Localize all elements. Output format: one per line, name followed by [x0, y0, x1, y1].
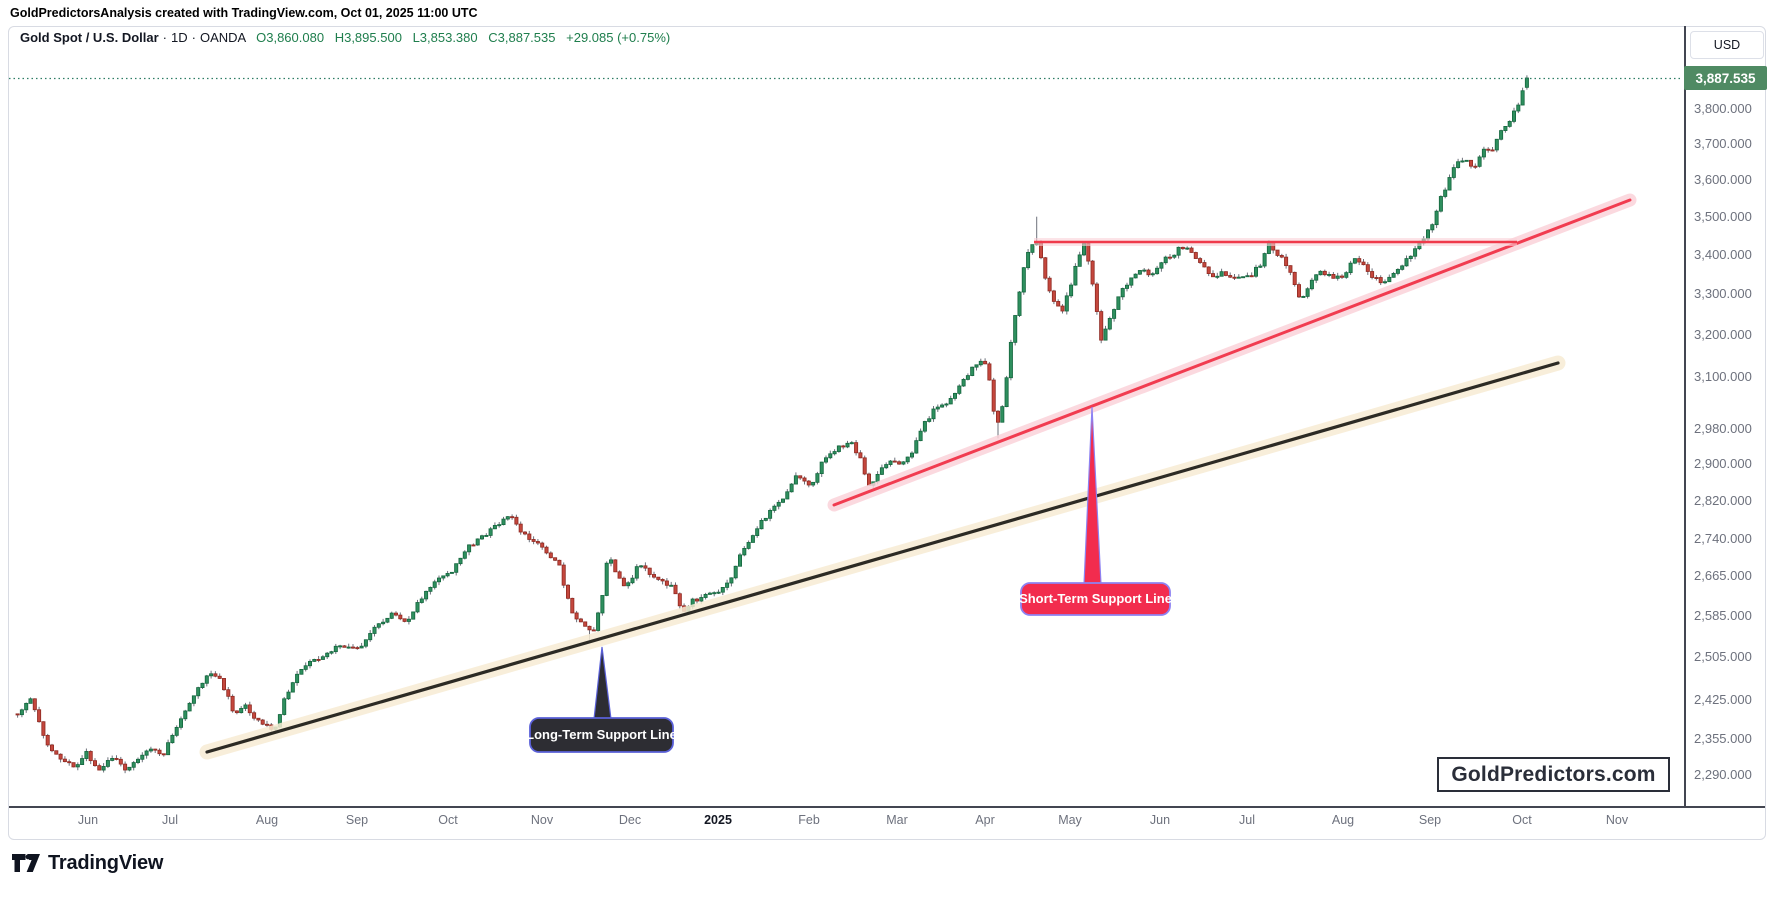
price-tick-label: 3,300.000	[1694, 286, 1752, 302]
long-term-support-callout-stem	[593, 646, 612, 720]
price-tick-label: 3,100.000	[1694, 368, 1752, 384]
time-tick-label: Dec	[618, 813, 642, 827]
price-tick-label: 2,290.000	[1694, 767, 1752, 783]
attribution-text: GoldPredictorsAnalysis created with Trad…	[10, 6, 478, 20]
price-tick-label: 3,500.000	[1694, 208, 1752, 224]
price-tick-label: 2,505.000	[1694, 649, 1752, 665]
short-term-support-callout-box	[1020, 582, 1171, 616]
time-tick-label: Mar	[886, 813, 908, 827]
long-term-support-callout-box	[529, 717, 674, 753]
time-tick-label: Jun	[77, 813, 99, 827]
ohlc-low: L3,853.380	[412, 30, 478, 45]
time-tick-label: Jul	[1239, 813, 1255, 827]
ohlc-close: C3,887.535	[488, 30, 556, 45]
price-tick-label: 3,400.000	[1694, 246, 1752, 262]
time-tick-label: Jun	[1149, 813, 1171, 827]
exchange-label: OANDA	[199, 30, 246, 45]
time-axis-separator[interactable]	[9, 806, 1765, 808]
short-term-support-callout-text: Short-Term Support Line	[1019, 591, 1172, 606]
currency-toggle-button[interactable]: USD	[1690, 31, 1764, 59]
time-tick-label: Sep	[345, 813, 369, 827]
price-tick-label: 2,980.000	[1694, 420, 1752, 436]
short-term-support-trendline[interactable]	[832, 198, 1632, 507]
price-tick-label: 2,355.000	[1694, 730, 1752, 746]
trendlines-layer[interactable]	[199, 193, 1637, 760]
footer-branding: TradingView	[12, 851, 163, 875]
price-tick-label: 3,700.000	[1694, 135, 1752, 151]
price-tick-label: 2,900.000	[1694, 456, 1752, 472]
last-price-badge: 3,887.535	[1684, 66, 1767, 90]
price-tick-label: 2,665.000	[1694, 567, 1752, 583]
separator-dot: ·	[162, 30, 168, 45]
time-tick-label: Jul	[162, 813, 178, 827]
price-change: +29.085 (+0.75%)	[566, 30, 671, 45]
time-tick-label: Apr	[975, 813, 995, 827]
price-tick-label: 2,425.000	[1694, 692, 1752, 707]
time-tick-label: Oct	[438, 813, 458, 827]
price-axis-separator[interactable]	[1684, 26, 1686, 806]
watermark-badge: GoldPredictors.com	[1437, 757, 1670, 792]
tradingview-logo-text: TradingView	[48, 851, 164, 874]
short-term-support-callout[interactable]: Short-Term Support Line	[1019, 406, 1172, 616]
price-tick-label: 2,820.000	[1694, 493, 1752, 509]
tradingview-logo-icon	[12, 854, 40, 872]
time-tick-label: Feb	[798, 813, 820, 827]
long-term-support-callout-text: Long-Term Support Line	[526, 727, 677, 742]
price-tick-label: 2,740.000	[1694, 531, 1752, 547]
time-tick-label: Oct	[1512, 813, 1532, 827]
callout-labels-layer[interactable]: Long-Term Support Line Short-Term Support…	[526, 406, 1172, 753]
price-tick-label: 3,600.000	[1694, 171, 1752, 187]
time-tick-label: Nov	[530, 813, 554, 827]
interval-label: 1D	[171, 30, 188, 45]
price-tick-label: 3,800.000	[1694, 100, 1752, 116]
last-price-value: 3,887.535	[1695, 70, 1756, 86]
candles-layer	[15, 75, 1529, 774]
time-tick-label: Aug	[1331, 813, 1355, 827]
long-term-support-trendline[interactable]	[205, 361, 1560, 754]
symbol-header[interactable]: Gold Spot / U.S. Dollar · 1D · OANDA O3,860.…	[20, 30, 670, 45]
watermark-text: GoldPredictors.com	[1451, 762, 1656, 786]
ohlc-high: H3,895.500	[334, 30, 402, 45]
price-tick-label: 3,200.000	[1694, 326, 1752, 342]
time-tick-label: Nov	[1605, 813, 1629, 827]
long-term-support-callout[interactable]: Long-Term Support Line	[526, 646, 677, 753]
symbol-name: Gold Spot / U.S. Dollar	[20, 30, 159, 45]
time-tick-label: 2025	[704, 813, 732, 827]
time-tick-label: Sep	[1418, 813, 1442, 827]
price-tick-label: 2,585.000	[1694, 607, 1752, 623]
separator-dot: ·	[191, 30, 196, 45]
currency-label: USD	[1713, 38, 1741, 52]
time-tick-label: May	[1058, 813, 1082, 827]
time-tick-label: Aug	[255, 813, 279, 827]
ohlc-open: O3,860.080	[256, 30, 325, 45]
